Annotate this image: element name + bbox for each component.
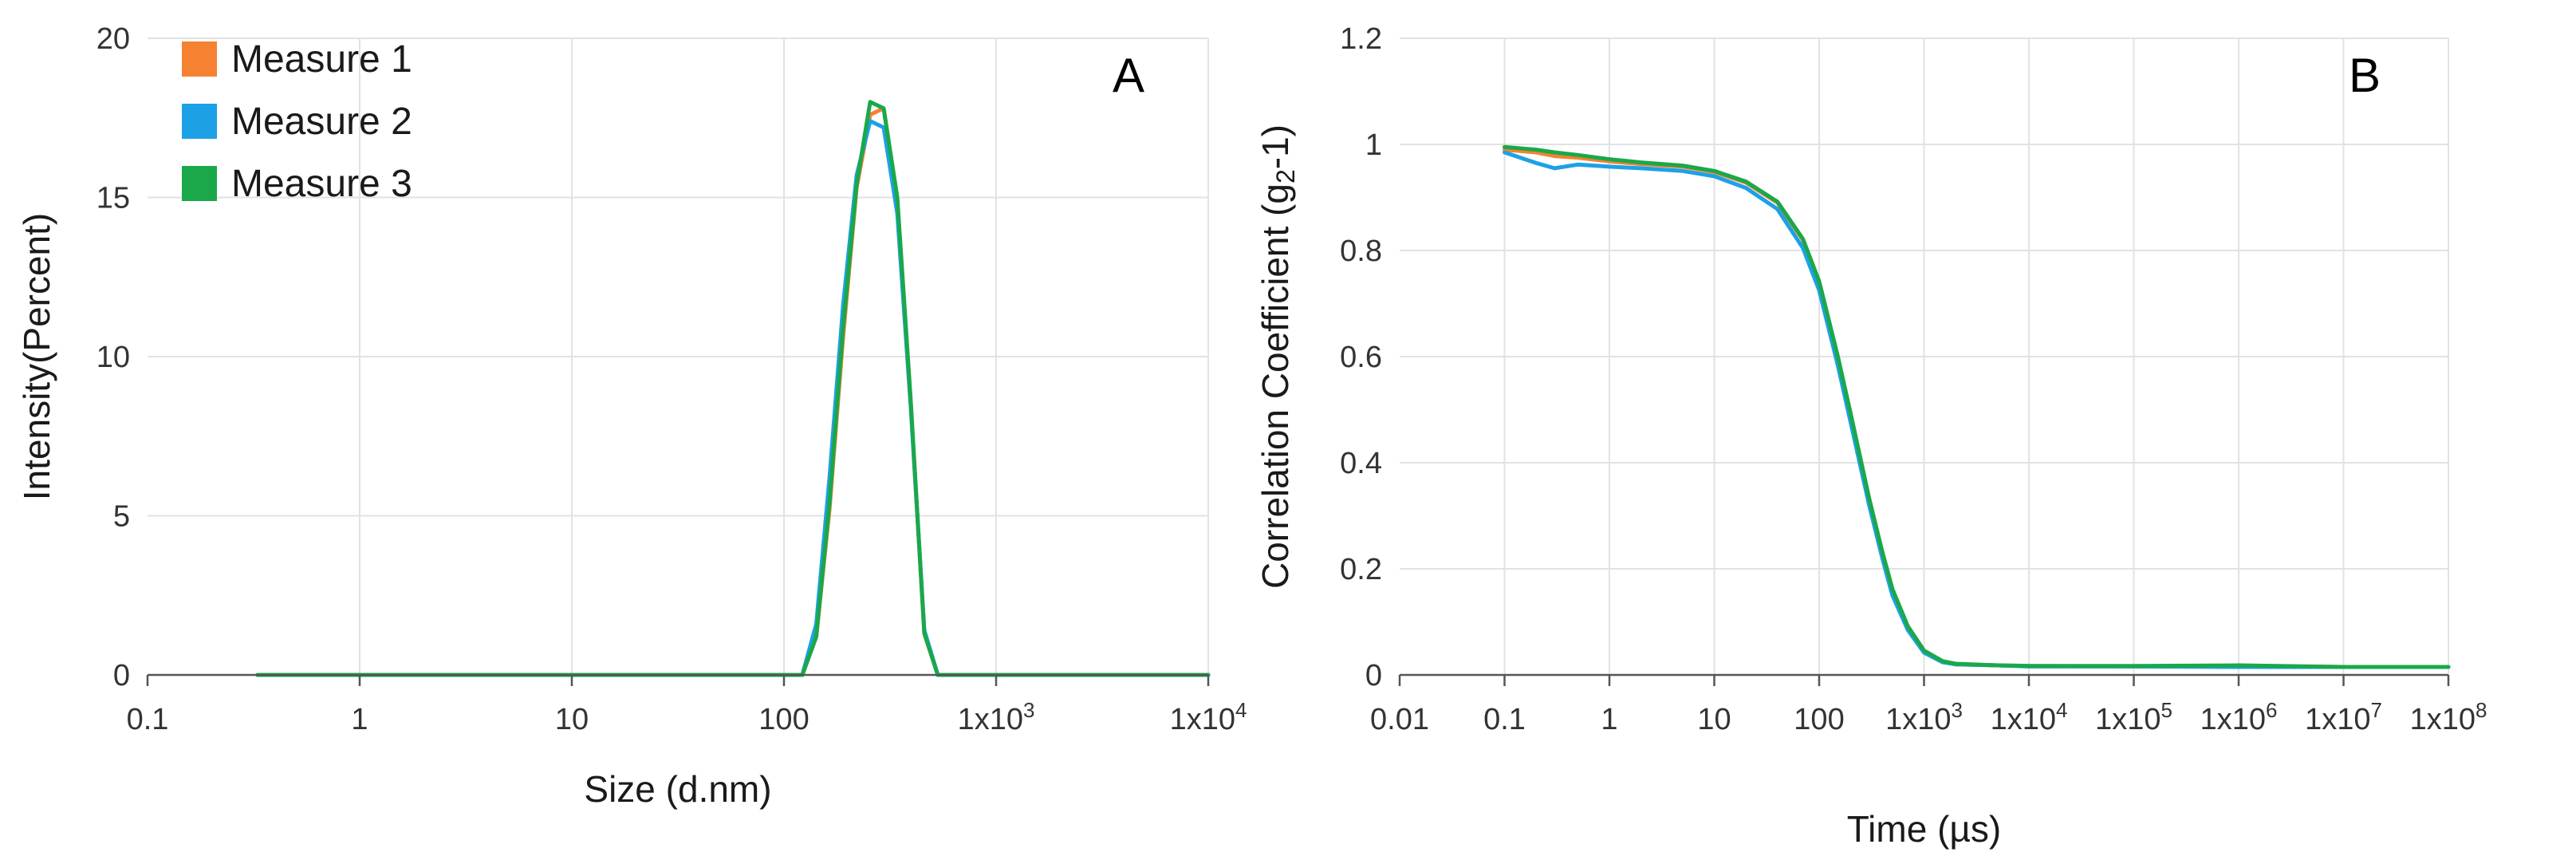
- chart-b-y-axis-title-main: Correlation Coefficient (g: [1255, 183, 1296, 589]
- legend-label-measure-2: Measure 2: [231, 101, 412, 143]
- chart-a-legend: Measure 1 Measure 2 Measure 3: [182, 38, 412, 205]
- chart-a-x-tick-label: 1x103: [958, 698, 1035, 736]
- chart-b-y-tick-label: 0: [1365, 659, 1382, 692]
- chart-b-x-tick-label: 0.1: [1483, 703, 1526, 736]
- chart-a-panel-letter: A: [1113, 49, 1144, 102]
- chart-b-y-axis-title-end: -1): [1255, 124, 1296, 169]
- legend-swatch-measure-3: [182, 166, 217, 201]
- chart-b-x-tick-label: 1x104: [1991, 698, 2068, 736]
- chart-b-x-tick-label: 1x106: [2200, 698, 2278, 736]
- chart-b-y-tick-label: 0.8: [1340, 235, 1382, 268]
- chart-a-y-tick-label: 15: [97, 182, 130, 215]
- chart-b-x-tick-label: 1x108: [2410, 698, 2487, 736]
- chart-b-y-axis-title: Correlation Coefficient (g2-1): [1255, 124, 1300, 589]
- chart-a-y-tick-label: 10: [97, 341, 130, 374]
- chart-a-axes: 0.1 1 10 100 1x103 1x104 0 5 10 15 20: [97, 22, 1247, 736]
- chart-b-y-axis-title-sub: 2: [1271, 169, 1300, 183]
- chart-b-series: [1503, 144, 2451, 669]
- chart-panel-b: 0.01 0.1 1 10 100 1x103 1x104 1x105 1x106 1x107 1x…: [1255, 22, 2487, 850]
- chart-a-series: [255, 100, 1211, 677]
- chart-b-y-tick-label: 0.4: [1340, 447, 1382, 480]
- chart-b-axes: 0.01 0.1 1 10 100 1x103 1x104 1x105 1x106 1x107 1x…: [1340, 22, 2487, 736]
- chart-b-x-tick-label: 10: [1697, 703, 1731, 736]
- chart-a-y-tick-label: 0: [113, 659, 130, 692]
- chart-a-y-tick-label: 5: [113, 500, 130, 534]
- chart-a-x-axis-title: Size (d.nm): [584, 768, 771, 810]
- chart-b-panel-letter: B: [2349, 49, 2381, 102]
- chart-a-y-axis-title: Intensity(Percent): [16, 213, 57, 500]
- chart-b-x-tick-label: 100: [1794, 703, 1844, 736]
- chart-b-grid: [1400, 37, 2449, 676]
- chart-b-x-tick-label: 1x105: [2095, 698, 2172, 736]
- chart-b-series-line-3: [1503, 144, 2451, 669]
- chart-b-series-line-2: [1503, 150, 2451, 669]
- legend-swatch-measure-1: [182, 41, 217, 77]
- chart-b-y-tick-label: 1.2: [1340, 22, 1382, 56]
- legend-label-measure-1: Measure 1: [231, 38, 412, 81]
- chart-b-series-line-1: [1503, 148, 2451, 669]
- chart-a-x-tick-label: 1x104: [1170, 698, 1247, 736]
- chart-b-y-tick-label: 1: [1365, 128, 1382, 162]
- chart-b-y-tick-label: 0.6: [1340, 341, 1382, 374]
- chart-b-x-tick-label: 1: [1601, 703, 1617, 736]
- chart-b-x-axis-title: Time (µs): [1847, 808, 2001, 850]
- chart-a-x-tick-label: 0.1: [127, 703, 169, 736]
- legend-swatch-measure-2: [182, 104, 217, 139]
- chart-a-x-tick-label: 100: [758, 703, 809, 736]
- legend-label-measure-3: Measure 3: [231, 163, 412, 205]
- chart-a-series-line-3: [255, 100, 1211, 677]
- chart-b-x-tick-label: 1x103: [1885, 698, 1963, 736]
- chart-a-x-tick-label: 10: [555, 703, 589, 736]
- chart-a-y-tick-label: 20: [97, 22, 130, 56]
- chart-a-x-tick-label: 1: [351, 703, 368, 736]
- chart-b-x-tick-label: 0.01: [1370, 703, 1429, 736]
- chart-b-x-tick-label: 1x107: [2305, 698, 2382, 736]
- chart-b-y-tick-label: 0.2: [1340, 553, 1382, 586]
